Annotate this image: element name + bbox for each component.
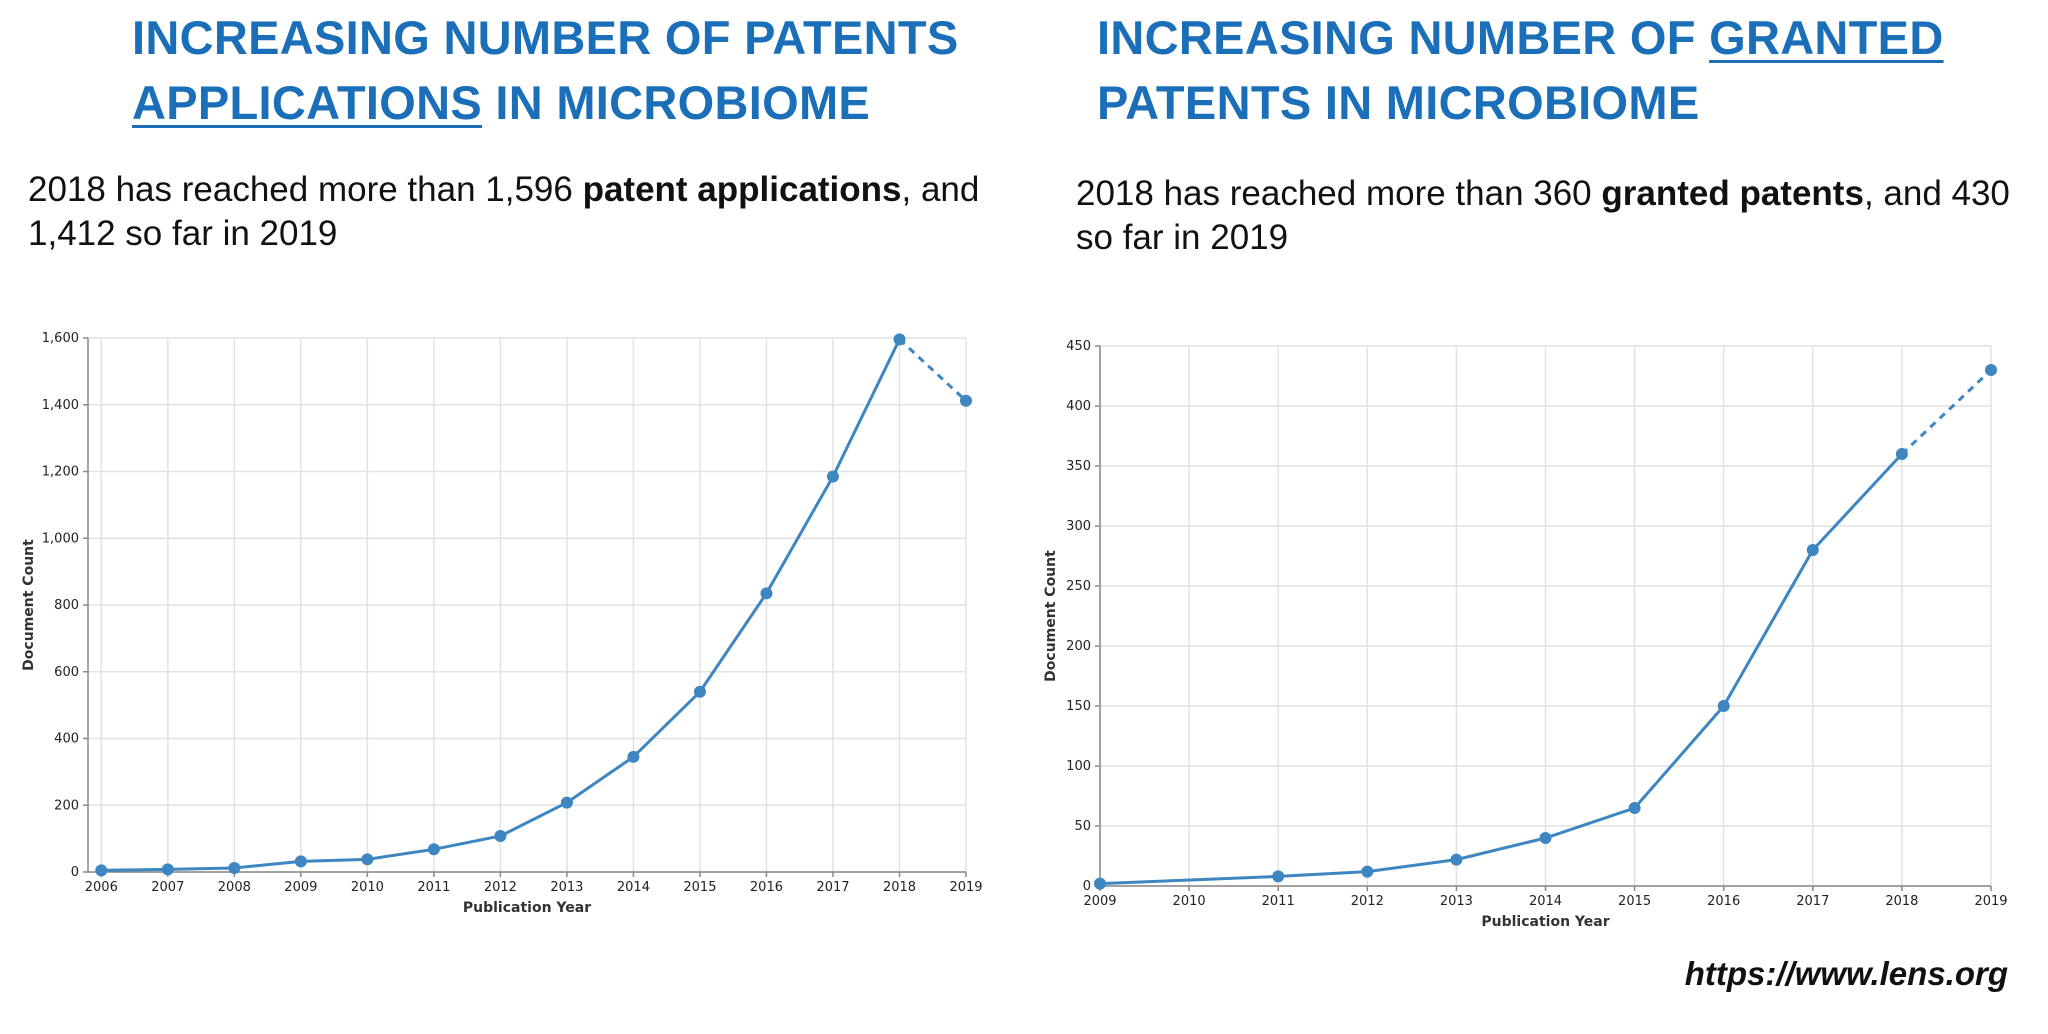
data-point bbox=[1361, 865, 1374, 878]
left-title-underlined: APPLICATIONS bbox=[132, 76, 483, 129]
x-tick-label: 2014 bbox=[617, 880, 650, 895]
x-tick-label: 2011 bbox=[417, 880, 450, 895]
data-point bbox=[627, 750, 640, 763]
left-summary-bold: patent applications bbox=[582, 170, 902, 209]
right-summary-text2: , and 430 so far in 2019 bbox=[1076, 174, 2010, 257]
data-point bbox=[1806, 544, 1819, 556]
y-tick-label: 350 bbox=[1066, 459, 1091, 474]
x-tick-label: 2019 bbox=[949, 880, 982, 895]
data-point bbox=[560, 796, 573, 809]
data-point bbox=[1272, 870, 1285, 883]
data-point bbox=[228, 861, 241, 874]
y-tick-label: 250 bbox=[1066, 579, 1091, 594]
x-tick-label: 2019 bbox=[1974, 894, 2007, 909]
right-summary-text1: 2018 has reached more than 360 bbox=[1076, 174, 1602, 213]
data-point bbox=[427, 843, 440, 856]
right-summary: 2018 has reached more than 360 granted p… bbox=[1076, 172, 2036, 260]
y-tick-label: 600 bbox=[54, 665, 79, 680]
y-tick-label: 1,200 bbox=[42, 465, 79, 480]
data-point bbox=[1717, 700, 1730, 712]
y-tick-label: 0 bbox=[1083, 879, 1091, 894]
y-tick-label: 1,400 bbox=[42, 398, 79, 413]
x-tick-label: 2013 bbox=[1440, 894, 1473, 909]
x-tick-label: 2018 bbox=[1885, 894, 1918, 909]
x-tick-label: 2017 bbox=[1796, 894, 1829, 909]
y-tick-label: 400 bbox=[1066, 399, 1091, 414]
x-tick-label: 2016 bbox=[1707, 894, 1740, 909]
data-point bbox=[1450, 853, 1463, 866]
x-tick-label: 2012 bbox=[484, 880, 517, 895]
x-tick-label: 2009 bbox=[1083, 894, 1116, 909]
x-tick-label: 2006 bbox=[85, 880, 118, 895]
x-tick-label: 2018 bbox=[883, 880, 916, 895]
y-tick-label: 100 bbox=[1066, 759, 1091, 774]
x-tick-label: 2015 bbox=[1618, 894, 1651, 909]
data-point bbox=[294, 855, 307, 868]
data-point bbox=[826, 470, 839, 483]
y-tick-label: 1,600 bbox=[42, 331, 79, 346]
left-title-part2: IN MICROBIOME bbox=[495, 76, 871, 129]
x-axis-title: Publication Year bbox=[1481, 914, 1609, 930]
x-tick-label: 2013 bbox=[550, 880, 583, 895]
right-panel-title: INCREASING NUMBER OF GRANTED PATENTS IN M… bbox=[1097, 5, 2027, 135]
data-point bbox=[494, 829, 507, 842]
data-point bbox=[1628, 802, 1641, 814]
x-tick-label: 2016 bbox=[750, 880, 783, 895]
data-point bbox=[361, 853, 374, 866]
x-tick-label: 2017 bbox=[816, 880, 849, 895]
left-summary-text1: 2018 has reached more than 1,596 bbox=[28, 170, 583, 209]
y-tick-label: 400 bbox=[54, 732, 79, 747]
y-tick-label: 200 bbox=[1066, 639, 1091, 654]
data-point bbox=[1094, 877, 1106, 890]
y-tick-label: 800 bbox=[54, 598, 79, 613]
data-point bbox=[1539, 832, 1552, 844]
data-point bbox=[95, 864, 108, 877]
data-point bbox=[693, 685, 706, 698]
data-point bbox=[1895, 448, 1908, 460]
x-tick-label: 2008 bbox=[218, 880, 251, 895]
right-title-part1: INCREASING NUMBER OF bbox=[1097, 11, 1696, 64]
x-tick-label: 2012 bbox=[1351, 894, 1384, 909]
x-tick-label: 2009 bbox=[284, 880, 317, 895]
right-title-part2: PATENTS IN MICROBIOME bbox=[1097, 76, 1700, 129]
x-tick-label: 2007 bbox=[151, 880, 184, 895]
y-tick-label: 200 bbox=[54, 798, 79, 813]
series-line-projected-segment bbox=[1900, 368, 1993, 456]
left-summary: 2018 has reached more than 1,596 patent … bbox=[28, 168, 1068, 256]
y-tick-label: 1,000 bbox=[42, 531, 79, 546]
y-axis-title: Document Count bbox=[1043, 550, 1059, 682]
left-title-part1: INCREASING NUMBER OF PATENTS bbox=[132, 11, 959, 64]
right-summary-bold: granted patents bbox=[1601, 174, 1864, 213]
x-axis-title: Publication Year bbox=[463, 900, 591, 916]
x-tick-label: 2010 bbox=[351, 880, 384, 895]
source-link[interactable]: https://www.lens.org bbox=[1684, 955, 2008, 992]
x-tick-label: 2011 bbox=[1262, 894, 1295, 909]
y-tick-label: 450 bbox=[1066, 339, 1091, 354]
y-tick-label: 50 bbox=[1074, 819, 1091, 834]
data-point bbox=[893, 333, 906, 346]
data-point bbox=[760, 587, 773, 600]
series-line-projected-segment bbox=[898, 338, 968, 402]
data-point bbox=[161, 863, 174, 876]
left-panel-title: INCREASING NUMBER OF PATENTS APPLICATIONS… bbox=[132, 5, 1062, 135]
y-tick-label: 0 bbox=[71, 865, 79, 880]
data-point bbox=[960, 394, 972, 407]
x-tick-label: 2014 bbox=[1529, 894, 1562, 909]
series-line bbox=[1099, 452, 1903, 886]
right-title-underlined: GRANTED bbox=[1709, 11, 1944, 64]
x-tick-label: 2010 bbox=[1173, 894, 1206, 909]
x-tick-label: 2015 bbox=[683, 880, 716, 895]
y-tick-label: 150 bbox=[1066, 699, 1091, 714]
left-summary-text2: , and 1,412 so far in 2019 bbox=[28, 170, 980, 253]
y-tick-label: 300 bbox=[1066, 519, 1091, 534]
y-axis-title: Document Count bbox=[21, 539, 37, 671]
data-point bbox=[1985, 364, 1997, 376]
